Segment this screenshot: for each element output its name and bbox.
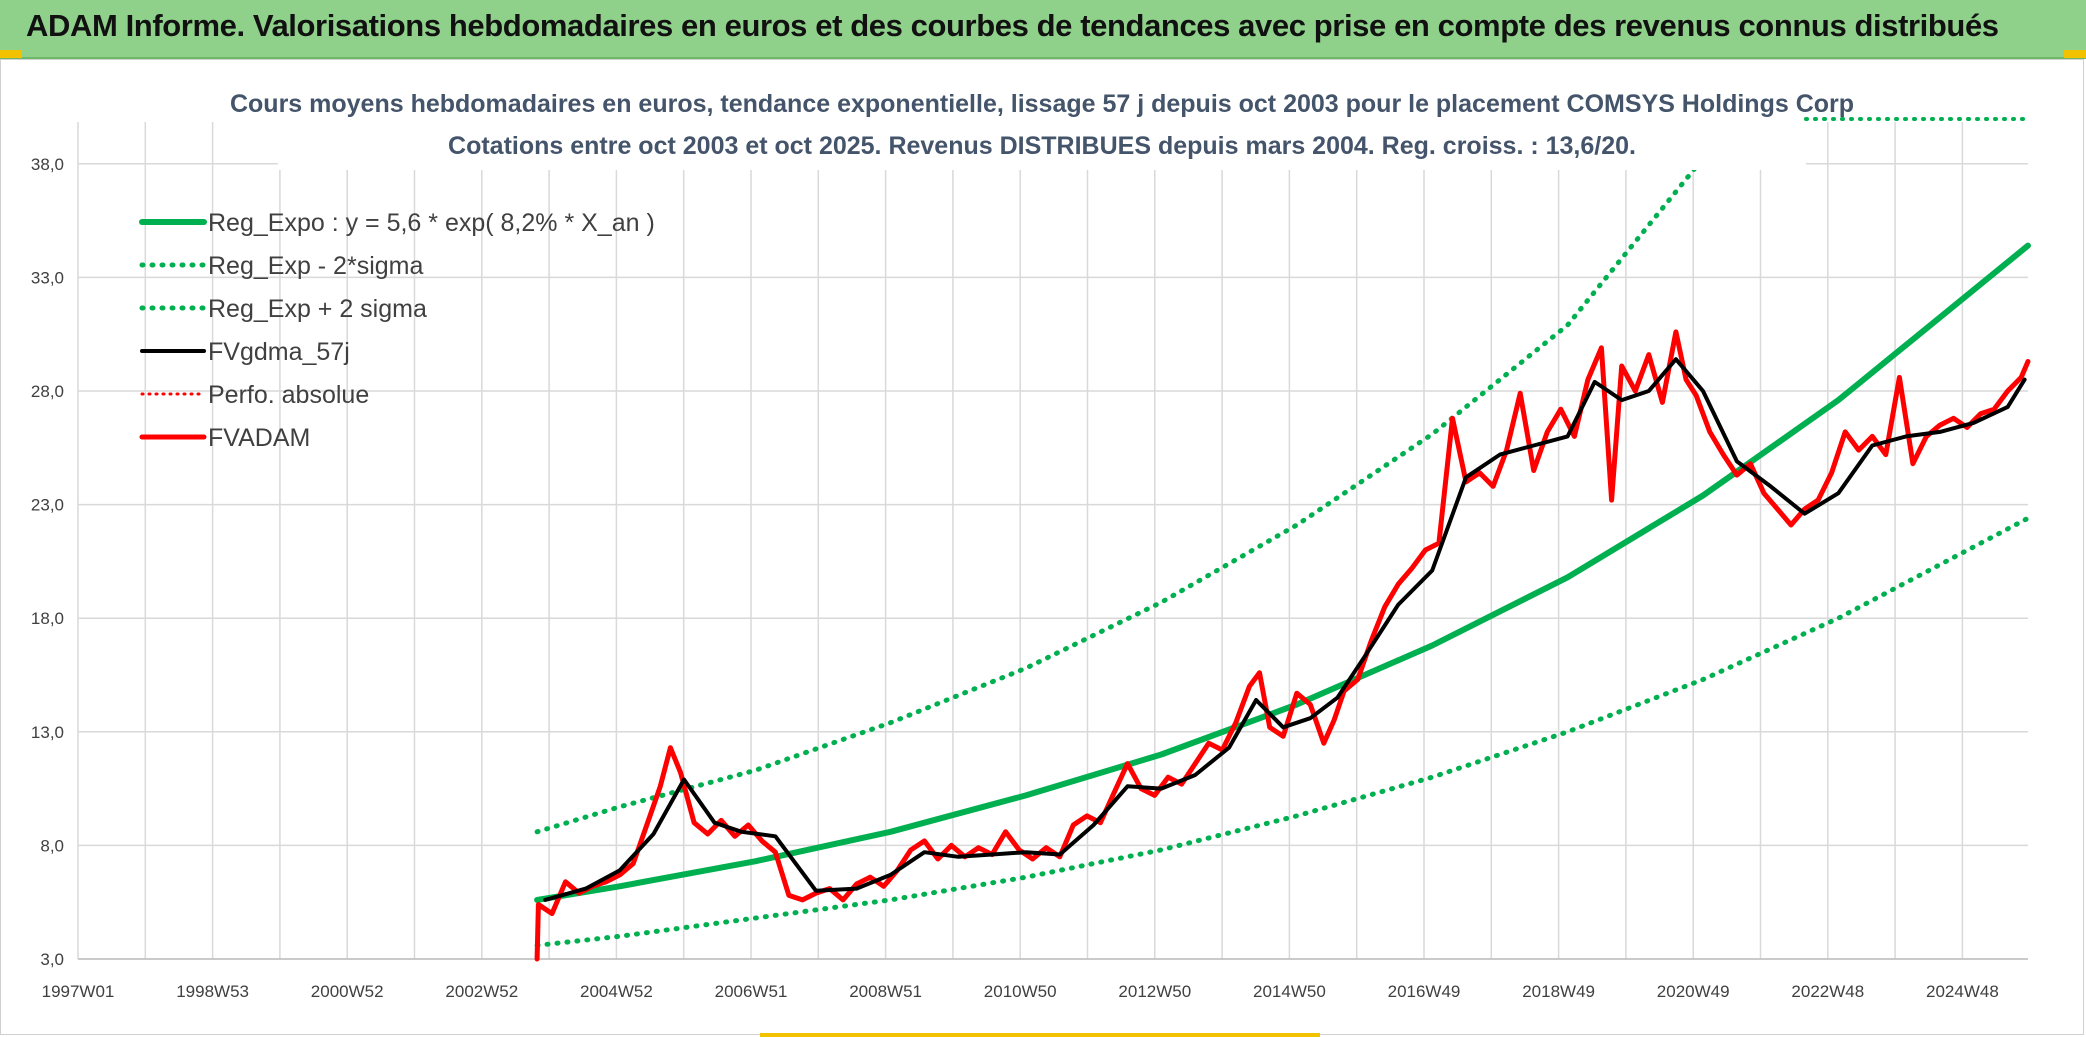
x-tick-label: 2024W48 [1926,982,1999,1001]
x-tick-label: 2002W52 [445,982,518,1001]
x-tick-label: 2004W52 [580,982,653,1001]
header-accent-left [0,50,22,58]
y-tick-label: 3,0 [40,950,64,969]
y-tick-label: 33,0 [31,268,64,287]
page-title: ADAM Informe. Valorisations hebdomadaire… [26,8,1999,43]
y-tick-label: 38,0 [31,155,64,174]
y-tick-label: 8,0 [40,836,64,855]
title-background [278,84,1806,170]
chart-subtitle: Cotations entre oct 2003 et oct 2025. Re… [448,132,1636,160]
x-tick-label: 2016W49 [1388,982,1461,1001]
x-tick-label: 2022W48 [1791,982,1864,1001]
y-tick-label: 13,0 [31,723,64,742]
series-line-2 [534,165,1698,835]
x-tick-label: 2014W50 [1253,982,1326,1001]
series-line-3 [543,357,2027,902]
x-tick-label: 2018W49 [1522,982,1595,1001]
grid [77,122,2028,960]
x-tick-label: 1997W01 [42,982,115,1001]
legend-label: Perfo. absolue [208,381,369,409]
y-axis: 3,0 8,0 13,0 18,0 23,0 28,0 33,0 38,0 [31,155,64,969]
series-line-5 [534,329,2031,962]
x-tick-label: 2008W51 [849,982,922,1001]
y-tick-label: 18,0 [31,609,64,628]
legend-label: FVADAM [208,424,310,452]
bottom-accent [760,1033,1320,1037]
x-tick-label: 2010W50 [984,982,1057,1001]
legend-label: Reg_Exp - 2*sigma [208,252,423,280]
x-tick-label: 2006W51 [715,982,788,1001]
chart-title: Cours moyens hebdomadaires en euros, ten… [230,90,1854,118]
x-tick-label: 2020W49 [1657,982,1730,1001]
x-tick-label: 2000W52 [311,982,384,1001]
series-line-0 [534,242,2031,903]
legend-label: Reg_Expo : y = 5,6 * exp( 8,2% * X_an ) [208,209,655,237]
x-axis: 1997W01 1998W53 2000W52 2002W52 2004W52 2006W… [42,958,2028,1001]
y-tick-label: 28,0 [31,382,64,401]
x-tick-label: 2012W50 [1118,982,1191,1001]
legend-label: FVgdma_57j [208,338,350,366]
legend-label: Reg_Exp + 2 sigma [208,295,427,323]
header-bar: ADAM Informe. Valorisations hebdomadaire… [0,0,2086,59]
header-accent-right [2064,50,2086,58]
series-line-1 [534,515,2031,948]
legend: Reg_Expo : y = 5,6 * exp( 8,2% * X_an ) R… [139,209,655,452]
plot-area [534,165,2031,962]
y-tick-label: 23,0 [31,496,64,515]
x-tick-label: 1998W53 [176,982,249,1001]
